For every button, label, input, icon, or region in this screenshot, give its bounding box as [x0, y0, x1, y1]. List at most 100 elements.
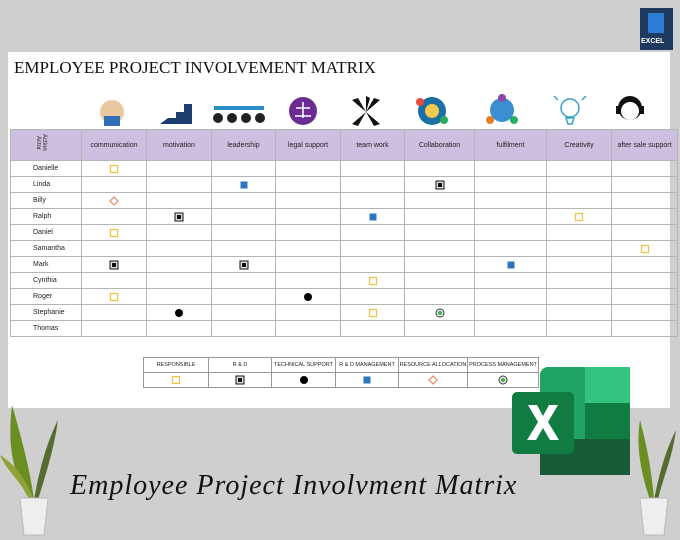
matrix-cell [611, 224, 678, 241]
row-name: Cynthia [10, 272, 82, 289]
marker [507, 261, 514, 268]
legend-marker [335, 372, 399, 388]
row-name: Ralph [10, 208, 82, 225]
row-name: Samantha [10, 240, 82, 257]
matrix-cell [404, 192, 475, 209]
matrix-cell [611, 160, 678, 177]
matrix-cell [340, 224, 405, 241]
marker-shape [500, 377, 506, 383]
matrix-cell [474, 288, 547, 305]
marker-shape [304, 292, 312, 301]
matrix-cell [275, 192, 341, 209]
matrix-cell [611, 304, 678, 321]
matrix-cell [275, 272, 341, 289]
matrix-cell [474, 320, 547, 337]
matrix-cell [211, 192, 276, 209]
marker [109, 292, 119, 301]
marker-shape [240, 181, 247, 188]
matrix-row: Billy [10, 192, 678, 209]
marker-shape [171, 375, 181, 385]
matrix-cell [474, 176, 547, 193]
matrix-row: Ralph [10, 208, 678, 225]
matrix-cell [340, 272, 405, 289]
matrix-cell [404, 176, 475, 193]
matrix-cell [275, 208, 341, 225]
marker [109, 228, 119, 237]
matrix-cell [340, 304, 405, 321]
matrix-cell [404, 256, 475, 273]
legend: RESPONSIBLE R & D TECHNICAL SUPPORT R & D M… [143, 357, 539, 388]
marker-shape [109, 195, 119, 206]
marker-shape [177, 214, 181, 219]
header-row: Action Actor communication motivation leader… [10, 129, 678, 161]
matrix-cell [81, 208, 147, 225]
column-header: leadership [211, 129, 276, 161]
row-name: Mark [10, 256, 82, 273]
marker [171, 375, 181, 385]
corner-action: Action [41, 134, 47, 151]
marker [369, 213, 376, 220]
matrix-cell [146, 256, 212, 273]
legend-marker [398, 372, 468, 388]
matrix-cell [275, 320, 341, 337]
matrix-cell [340, 160, 405, 177]
matrix-cell [611, 320, 678, 337]
icon [416, 97, 448, 125]
row-name: Danielle [10, 160, 82, 177]
matrix-row: Samantha [10, 240, 678, 257]
marker [363, 376, 371, 384]
matrix-cell [211, 320, 276, 337]
matrix-row: Thomas [10, 320, 678, 337]
matrix-cell [211, 160, 276, 177]
icon [352, 96, 380, 126]
legend-markers [143, 372, 539, 388]
matrix-cell [474, 240, 547, 257]
column-header: after sale support [611, 129, 678, 161]
marker-shape [437, 182, 442, 187]
matrix-row: Stephanie [10, 304, 678, 321]
icon [213, 106, 265, 123]
marker [368, 276, 377, 285]
matrix-cell [211, 256, 276, 273]
corner-actor: Actor [35, 136, 41, 151]
marker-shape [363, 376, 371, 384]
matrix-cell [474, 192, 547, 209]
legend-label: TECHNICAL SUPPORT [271, 357, 336, 373]
matrix: Action Actor communication motivation leader… [10, 129, 678, 337]
column-header: Collaboration [404, 129, 475, 161]
legend-labels: RESPONSIBLE R & D TECHNICAL SUPPORT R & D M… [143, 357, 539, 373]
caption: Employee Project Involvment Matrix [70, 470, 518, 501]
marker [640, 244, 649, 253]
matrix-cell [546, 224, 612, 241]
marker [174, 212, 184, 221]
marker-shape [241, 262, 246, 267]
legend-marker [271, 372, 336, 388]
legend-marker [143, 372, 209, 388]
matrix-cell [611, 208, 678, 225]
icons [100, 94, 644, 126]
marker-shape [109, 164, 119, 173]
marker-shape [238, 378, 242, 382]
matrix-cell [81, 160, 147, 177]
matrix-cell [474, 272, 547, 289]
marker [175, 308, 183, 317]
marker [235, 375, 245, 385]
icon [553, 95, 587, 125]
marker [239, 260, 248, 269]
matrix-cell [275, 160, 341, 177]
matrix-cell [611, 192, 678, 209]
column-header: communication [81, 129, 147, 161]
matrix-cell [81, 240, 147, 257]
plant-left [0, 405, 58, 536]
marker [498, 375, 508, 385]
title: EMPLOYEE PROJECT INVOLVEMENT MATRIX [14, 58, 376, 77]
matrix-cell [546, 160, 612, 177]
matrix-cell [611, 176, 678, 193]
marker-shape [112, 262, 116, 267]
matrix-cell [211, 304, 276, 321]
marker [109, 164, 119, 173]
marker-shape [507, 261, 514, 268]
icon [616, 96, 644, 120]
matrix-cell [546, 176, 612, 193]
legend-label: RESOURCE ALLOCATION [398, 357, 468, 373]
